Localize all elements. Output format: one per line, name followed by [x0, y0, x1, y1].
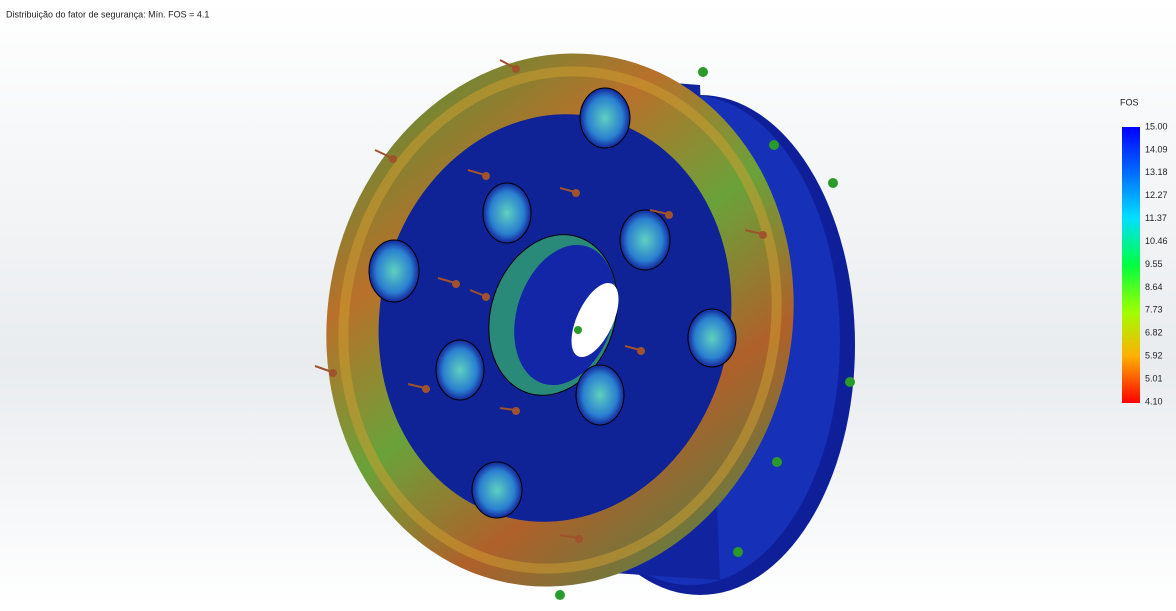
legend-label: 13.18	[1145, 167, 1168, 177]
legend-label: 11.37	[1145, 213, 1167, 223]
title: Distribuição do fator de segurança: Mín.…	[6, 9, 209, 19]
legend-label: 12.27	[1145, 190, 1168, 200]
legend-label: 15.00	[1145, 121, 1168, 131]
legend-label: 7.73	[1145, 305, 1163, 315]
viewport: Distribuição do fator de segurança: Mín.…	[0, 0, 1176, 606]
legend-label: 9.55	[1145, 259, 1163, 269]
legend: FOS	[1120, 97, 1140, 403]
legend-label: 5.92	[1145, 351, 1163, 361]
legend-label: 5.01	[1145, 373, 1163, 383]
page: Distribuição do fator de segurança: Mín.…	[0, 0, 1176, 611]
legend-label: 4.10	[1145, 396, 1163, 406]
legend-label: 10.46	[1145, 236, 1168, 246]
legend-label: 14.09	[1145, 144, 1168, 154]
legend-label: 8.64	[1145, 282, 1163, 292]
color-bar	[1122, 127, 1140, 403]
legend-title: FOS	[1120, 97, 1139, 107]
legend-label: 6.82	[1145, 328, 1163, 338]
